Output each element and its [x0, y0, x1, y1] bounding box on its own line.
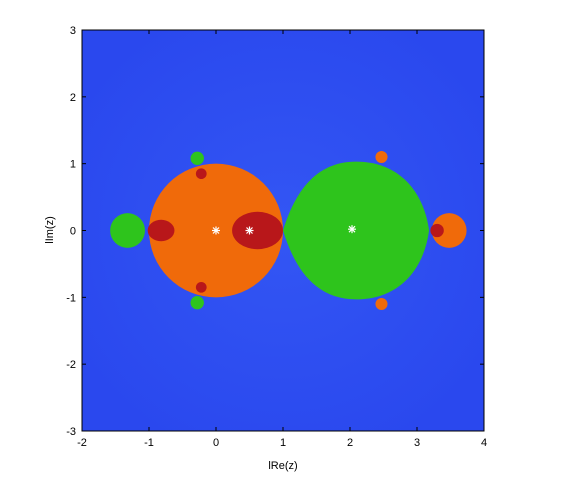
x-tick-label: -1 [144, 437, 154, 449]
x-axis-ticks: -2 -1 0 1 2 3 4 [77, 30, 487, 449]
y-axis-label: lIm(z) [44, 216, 56, 244]
y-tick-label: -3 [66, 426, 76, 438]
marker-2 [245, 226, 254, 235]
y-tick-label: 0 [70, 226, 76, 238]
orange-region-13 [375, 298, 388, 311]
y-axis-ticks: -3 -2 -1 0 1 2 3 [66, 25, 484, 438]
orange-region-6 [431, 213, 467, 248]
green-region-5 [110, 213, 145, 248]
marker-stroke [212, 227, 220, 234]
y-tick-label: 3 [70, 25, 76, 37]
marker-1 [212, 226, 220, 235]
green-region-9 [190, 295, 204, 310]
y-tick-label: -1 [66, 292, 76, 304]
red-region-3 [232, 211, 283, 250]
red-region-11 [195, 281, 207, 293]
red-region-7 [430, 223, 444, 238]
x-tick-label: 2 [347, 437, 353, 449]
x-tick-label: 3 [414, 437, 420, 449]
x-tick-label: 4 [481, 437, 487, 449]
critical-point-markers [212, 225, 357, 235]
green-region-8 [190, 151, 204, 166]
green-region-2 [283, 161, 430, 300]
red-region-10 [195, 168, 207, 180]
marker-stroke [246, 227, 253, 234]
red-region-4 [147, 219, 175, 242]
x-axis-label: lRe(z) [268, 460, 297, 472]
marker-stroke [348, 225, 356, 233]
y-tick-label: 1 [70, 159, 76, 171]
y-tick-label: 2 [70, 92, 76, 104]
y-tick-label: -2 [66, 359, 76, 371]
marker-3 [348, 225, 357, 234]
x-tick-label: 0 [213, 437, 219, 449]
x-tick-label: -2 [77, 437, 87, 449]
orange-region-12 [375, 150, 388, 163]
x-tick-label: 1 [280, 437, 286, 449]
